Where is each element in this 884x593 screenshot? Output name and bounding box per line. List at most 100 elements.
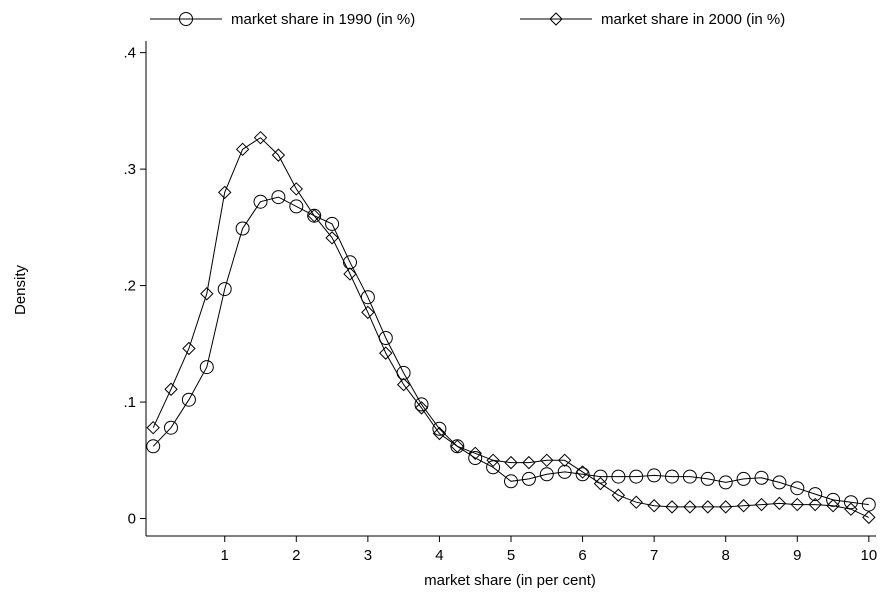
data-point-diamond [647, 499, 661, 513]
data-point-diamond [414, 401, 429, 415]
data-point-diamond [862, 510, 876, 525]
legend-marker-2000 [549, 12, 563, 26]
data-point-diamond [504, 455, 518, 470]
data-point-diamond [701, 500, 715, 514]
data-point-circle [253, 194, 268, 209]
data-point-diamond [307, 208, 321, 223]
series-1990 [146, 190, 876, 512]
x-tick-label: 5 [507, 547, 515, 564]
data-point-diamond [450, 439, 465, 454]
legend-label-1990: market share in 1990 (in %) [231, 11, 415, 28]
data-point-diamond [289, 182, 304, 196]
y-ticks: 0 .1 .2 .3 .4 [123, 45, 146, 528]
data-point-circle [629, 469, 644, 484]
x-axis-title: market share (in per cent) [424, 572, 596, 589]
data-point-circle [790, 481, 805, 496]
legend-marker-1990 [179, 12, 193, 26]
data-point-diamond [540, 453, 554, 468]
data-point-circle [665, 469, 679, 484]
data-point-diamond [557, 453, 572, 468]
x-tick-label: 10 [860, 547, 877, 564]
series-line [152, 137, 870, 518]
data-point-diamond [486, 453, 500, 468]
data-point-circle [164, 420, 178, 435]
x-tick-label: 8 [722, 547, 730, 564]
data-point-diamond [826, 499, 840, 513]
y-tick-label: .4 [123, 45, 136, 62]
x-tick-label: 2 [292, 547, 300, 564]
x-tick-label: 1 [221, 547, 229, 564]
data-point-circle [504, 474, 518, 489]
data-point-diamond [396, 377, 411, 392]
data-point-diamond [325, 231, 339, 245]
data-point-diamond [844, 502, 858, 516]
x-ticks: 1 2 3 4 5 6 7 8 9 10 [221, 536, 877, 564]
data-point-circle [521, 471, 536, 486]
x-tick-label: 7 [650, 547, 658, 564]
y-tick-label: .1 [123, 394, 136, 411]
data-point-circle [199, 360, 214, 375]
x-tick-label: 3 [364, 547, 372, 564]
data-point-circle [647, 468, 662, 483]
data-point-circle [360, 290, 375, 305]
data-point-circle [468, 451, 483, 465]
data-point-diamond [665, 500, 679, 514]
y-tick-label: .2 [123, 278, 136, 295]
data-point-diamond [218, 185, 232, 200]
data-point-diamond [182, 341, 196, 356]
data-point-circle [343, 255, 357, 270]
data-point-diamond [736, 499, 751, 513]
series-2000 [146, 130, 876, 525]
data-point-circle [772, 475, 787, 490]
x-tick-label: 6 [578, 547, 586, 564]
data-point-circle [736, 471, 751, 486]
data-point-circle [432, 421, 447, 436]
data-point-diamond [343, 267, 357, 281]
data-point-circle [718, 475, 733, 490]
data-point-circle [289, 199, 304, 214]
data-point-diamond [522, 455, 536, 470]
data-point-diamond [468, 446, 482, 461]
data-point-diamond [683, 500, 697, 514]
data-point-circle [808, 487, 823, 502]
data-point-diamond [200, 287, 214, 301]
y-tick-label: 0 [128, 511, 136, 528]
data-point-circle [325, 216, 340, 231]
data-point-diamond [432, 426, 447, 441]
data-point-diamond [235, 142, 250, 157]
data-point-diamond [754, 497, 769, 512]
data-point-diamond [790, 497, 804, 512]
data-point-circle [146, 439, 161, 454]
data-point-diamond [164, 382, 178, 396]
data-point-diamond [575, 465, 590, 479]
data-point-circle [557, 464, 572, 479]
data-point-circle [181, 392, 196, 407]
data-point-diamond [772, 496, 787, 511]
series-line [152, 196, 869, 506]
data-point-circle [682, 469, 697, 484]
data-point-circle [217, 282, 232, 297]
data-point-diamond [593, 476, 608, 491]
y-axis-title: Density [12, 264, 29, 315]
series-layer [146, 130, 876, 525]
legend: market share in 1990 (in %) market share… [150, 11, 785, 28]
x-tick-label: 4 [435, 547, 443, 564]
data-point-circle [826, 492, 841, 507]
data-point-diamond [808, 497, 822, 512]
x-tick-label: 9 [793, 547, 801, 564]
data-point-diamond [361, 305, 375, 320]
data-point-diamond [611, 488, 626, 502]
data-point-circle [539, 467, 554, 482]
data-point-diamond [253, 130, 268, 145]
data-point-diamond [379, 346, 393, 360]
y-tick-label: .3 [123, 161, 136, 178]
data-point-circle [235, 221, 250, 236]
data-point-diamond [271, 148, 286, 162]
data-point-diamond [718, 500, 733, 514]
data-point-circle [754, 470, 769, 485]
data-point-circle [414, 397, 429, 412]
data-point-diamond [146, 420, 160, 435]
data-point-circle [271, 190, 286, 205]
data-point-circle [575, 467, 590, 482]
